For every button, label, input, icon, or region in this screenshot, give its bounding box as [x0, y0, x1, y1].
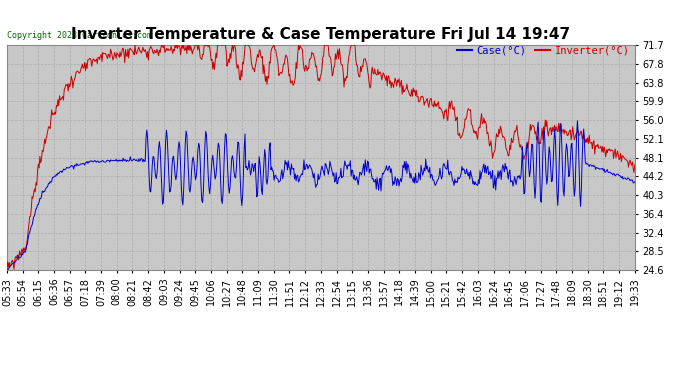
Title: Inverter Temperature & Case Temperature Fri Jul 14 19:47: Inverter Temperature & Case Temperature …: [71, 27, 571, 42]
Text: Copyright 2023 Cartronics.com: Copyright 2023 Cartronics.com: [7, 32, 152, 40]
Legend: Case(°C), Inverter(°C): Case(°C), Inverter(°C): [457, 46, 629, 56]
